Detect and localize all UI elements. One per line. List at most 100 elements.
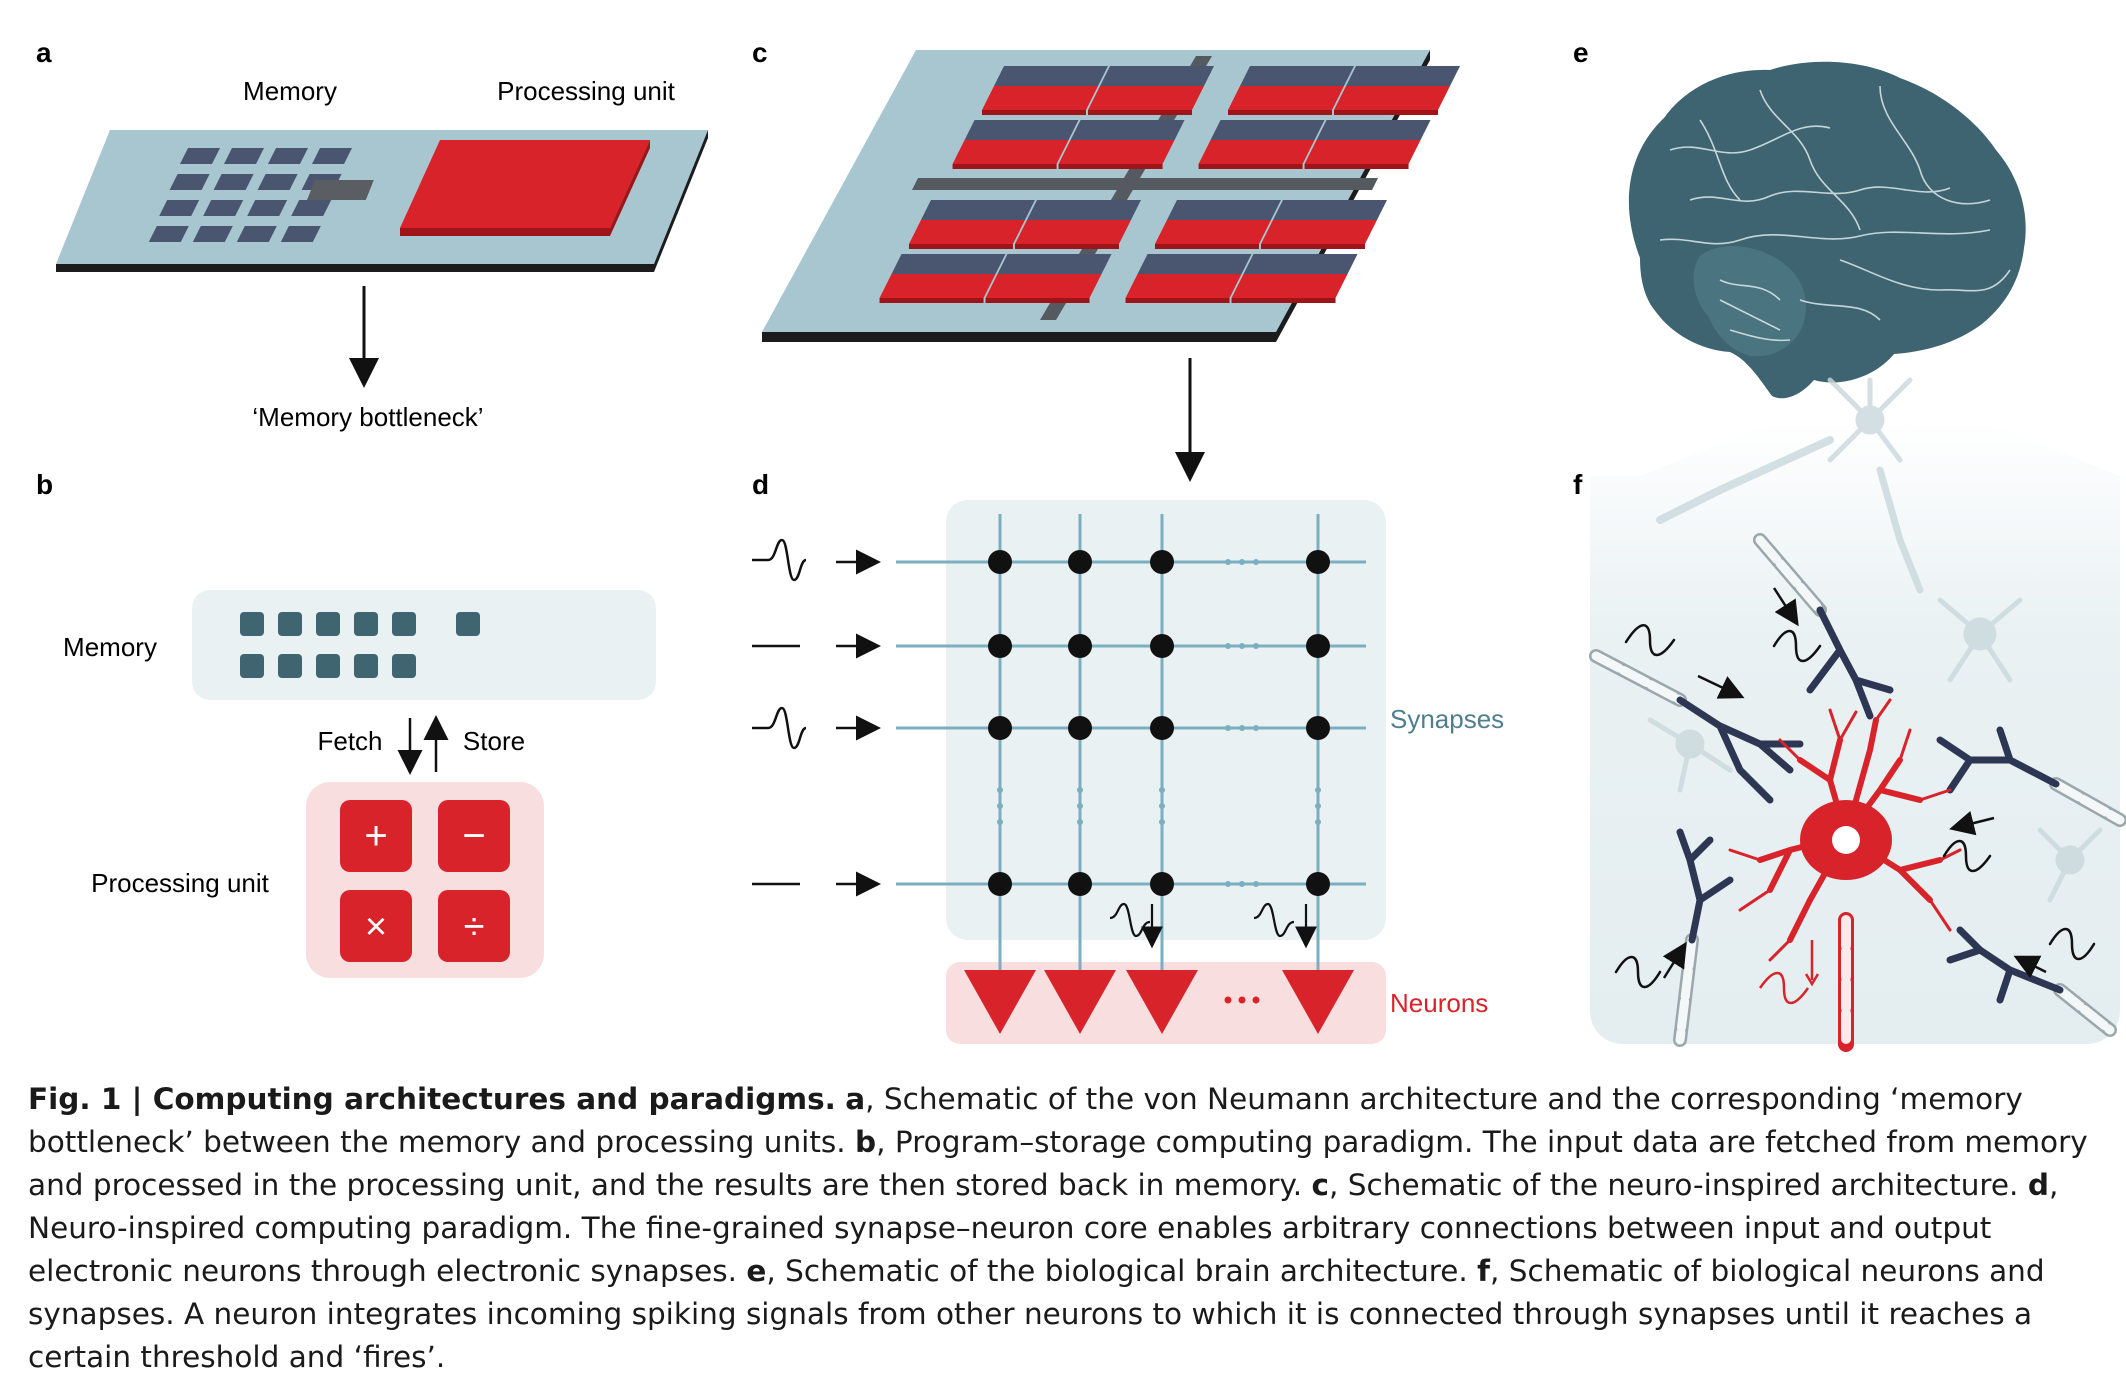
ellipsis-dot — [1159, 803, 1165, 809]
op-subtract-icon: − — [462, 814, 485, 858]
caption-letter-d: d — [2027, 1168, 2049, 1202]
memory-cell — [240, 612, 264, 636]
tile-edge — [1228, 110, 1332, 115]
synapse-node — [1306, 634, 1330, 658]
synapse-node — [988, 872, 1012, 896]
spike-icon — [1942, 839, 1992, 873]
memory-chip — [291, 200, 332, 216]
ellipsis-dot — [1239, 725, 1245, 731]
neuron-triangle-icon — [1126, 970, 1198, 1034]
brain-icon — [1628, 61, 2026, 399]
memory-cell — [316, 612, 340, 636]
input-arrow-icon — [2013, 955, 2047, 979]
compute-tile — [1334, 86, 1450, 110]
neuron-triangle-icon — [1044, 970, 1116, 1034]
ellipsis-dot — [1239, 559, 1245, 565]
op-subtract-button: − — [438, 800, 510, 872]
op-multiply-button: × — [340, 890, 412, 962]
compute-tile — [1198, 140, 1315, 164]
tile-edge — [1334, 110, 1438, 115]
tile-edge — [1260, 244, 1365, 249]
memory-tile — [1272, 200, 1387, 220]
spike-icon — [1253, 902, 1295, 938]
memory-tile — [1166, 200, 1281, 220]
ellipsis-dot — [1315, 803, 1321, 809]
input-arrow-icon — [1772, 587, 1799, 627]
op-divide-icon: ÷ — [464, 906, 485, 948]
ellipsis-dot — [997, 803, 1003, 809]
input-arrow-icon — [1697, 674, 1745, 699]
compute-tile — [1154, 220, 1271, 244]
figure-canvas: a c e b d f Memory Processing unit ‘Memo… — [36, 37, 2126, 1052]
ellipsis-dot — [1225, 643, 1231, 649]
crossbar-grid — [896, 514, 1366, 1034]
synapse-node — [988, 550, 1012, 574]
synapse-node — [1150, 716, 1174, 740]
synapse-node — [1068, 872, 1092, 896]
spike-icon — [752, 706, 807, 750]
panel-c — [762, 50, 1460, 482]
synapses-label: Synapses — [1390, 704, 1504, 734]
spike-icon — [2048, 927, 2096, 961]
background-neurons — [1647, 377, 2103, 903]
ellipsis-dot — [1253, 559, 1259, 565]
tile-edge — [985, 298, 1090, 303]
memory-tile — [920, 200, 1035, 220]
memory-label-a: Memory — [243, 76, 337, 106]
memory-chip — [213, 174, 254, 190]
compute-tile — [1014, 220, 1131, 244]
panel-a: Memory Processing unit ‘Memory bottlenec… — [56, 76, 708, 432]
memory-chip — [224, 148, 264, 164]
ellipsis-dot — [1077, 803, 1083, 809]
ellipsis-dot — [1315, 819, 1321, 825]
bottleneck-label: ‘Memory bottleneck’ — [252, 402, 483, 432]
memory-cell — [316, 654, 340, 678]
memory-chip — [203, 200, 244, 216]
caption-text-d: , Neuro-inspired computing paradigm. The… — [28, 1168, 2059, 1288]
tile-edge — [1304, 164, 1409, 169]
tile-edge — [1125, 298, 1230, 303]
compute-tile — [908, 220, 1025, 244]
memory-cells — [240, 612, 480, 678]
caption-text-c: , Schematic of the neuro-inspired archit… — [1329, 1168, 2028, 1202]
synapse-node — [1150, 550, 1174, 574]
synapse-node — [1306, 872, 1330, 896]
store-label: Store — [463, 726, 525, 756]
ellipsis-dot — [1225, 725, 1231, 731]
op-add-button: + — [340, 800, 412, 872]
tile-edge — [1088, 110, 1192, 115]
memory-cell — [354, 612, 378, 636]
memory-cell — [278, 612, 302, 636]
caption-letter-a: a — [845, 1082, 866, 1116]
processor-board — [340, 130, 708, 272]
compute-tile — [1228, 86, 1344, 110]
caption-title: Fig. 1 | Computing architectures and par… — [28, 1082, 836, 1116]
bus-horizontal — [912, 178, 1378, 190]
compute-tile — [982, 86, 1098, 110]
tile-edge — [1014, 244, 1119, 249]
spike-icon — [1614, 955, 1662, 989]
panel-f — [1589, 377, 2126, 1052]
compute-tile — [985, 274, 1102, 298]
memory-tile — [1316, 120, 1431, 140]
tile-edge — [908, 244, 1013, 249]
ellipsis-dot — [1159, 787, 1165, 793]
ellipsis-dot — [1225, 881, 1231, 887]
memory-cell — [354, 654, 378, 678]
memory-cell — [392, 612, 416, 636]
memory-chip — [268, 148, 308, 164]
caption-text-e: , Schematic of the biological brain arch… — [766, 1254, 1478, 1288]
caption-text-b: , Program–storage computing paradigm. Th… — [28, 1125, 2088, 1202]
synapse-node — [1068, 634, 1092, 658]
panel-letter-e: e — [1573, 37, 1589, 68]
synapse-node — [1306, 550, 1330, 574]
compute-tile — [1304, 140, 1421, 164]
memory-tile — [1070, 120, 1185, 140]
memory-chip — [312, 148, 352, 164]
spike-icon — [1772, 629, 1822, 663]
memory-tile — [1210, 120, 1325, 140]
ellipsis-dot — [1239, 643, 1245, 649]
memory-chip — [280, 226, 321, 242]
tile-edge — [1198, 164, 1303, 169]
synapse-node — [988, 634, 1012, 658]
